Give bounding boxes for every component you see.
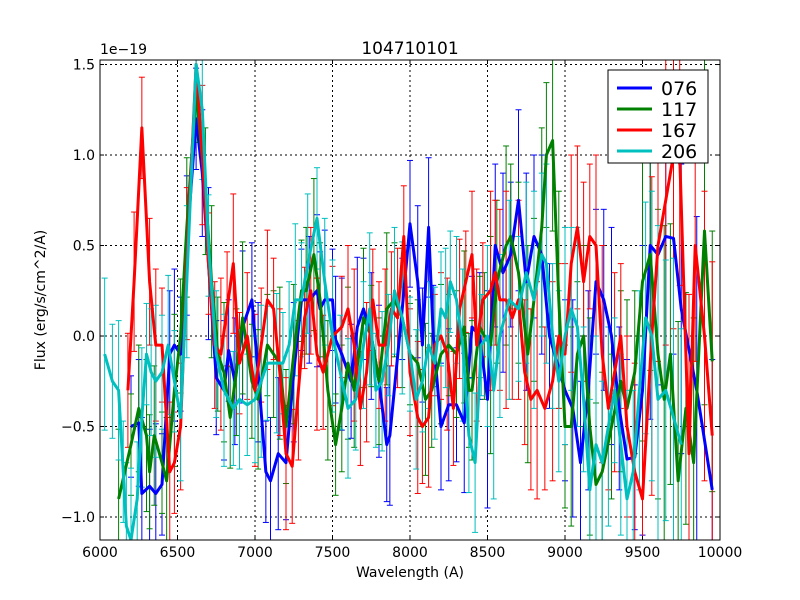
series-line-117 xyxy=(117,90,714,500)
x-tick-label: 9000 xyxy=(547,545,583,561)
series-line-206 xyxy=(103,63,683,540)
legend-label-206: 206 xyxy=(661,141,697,163)
x-axis-label: Wavelength (A) xyxy=(356,565,464,581)
legend-box xyxy=(607,69,709,164)
x-tick-label: 6000 xyxy=(82,545,118,561)
x-tick-label: 8500 xyxy=(470,545,506,561)
y-tick-label: −0.5 xyxy=(61,420,95,436)
y-axis-label: Flux (erg/s/cm^2/A) xyxy=(33,230,49,370)
y-tick-label: 0.0 xyxy=(73,329,95,345)
legend-label-076: 076 xyxy=(661,78,697,100)
x-tick-label: 6500 xyxy=(160,545,196,561)
series-line-076 xyxy=(130,117,714,495)
offset-text: 1e−19 xyxy=(100,42,147,58)
y-tick-label: 1.0 xyxy=(73,148,95,164)
y-tick-label: 0.5 xyxy=(73,239,95,255)
legend-label-117: 117 xyxy=(661,99,697,121)
y-tick-label: 1.5 xyxy=(73,58,95,74)
y-tick-label: −1.0 xyxy=(61,510,95,526)
x-tick-label: 8000 xyxy=(392,545,428,561)
x-tick-label: 7000 xyxy=(237,545,273,561)
axis-ticks: 6000 6500 7000 7500 8000 8500 9000 9500 10000 −1.… xyxy=(61,58,742,561)
series-lines xyxy=(103,63,714,540)
x-tick-label: 9500 xyxy=(625,545,661,561)
legend-label-167: 167 xyxy=(661,120,697,142)
series-line-167 xyxy=(126,63,714,501)
chart-title: 104710101 xyxy=(361,39,458,59)
x-tick-label: 10000 xyxy=(698,545,743,561)
x-tick-label: 7500 xyxy=(315,545,351,561)
